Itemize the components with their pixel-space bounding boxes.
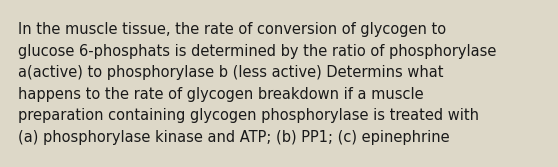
Text: In the muscle tissue, the rate of conversion of glycogen to
glucose 6-phosphats : In the muscle tissue, the rate of conver… <box>18 22 497 145</box>
